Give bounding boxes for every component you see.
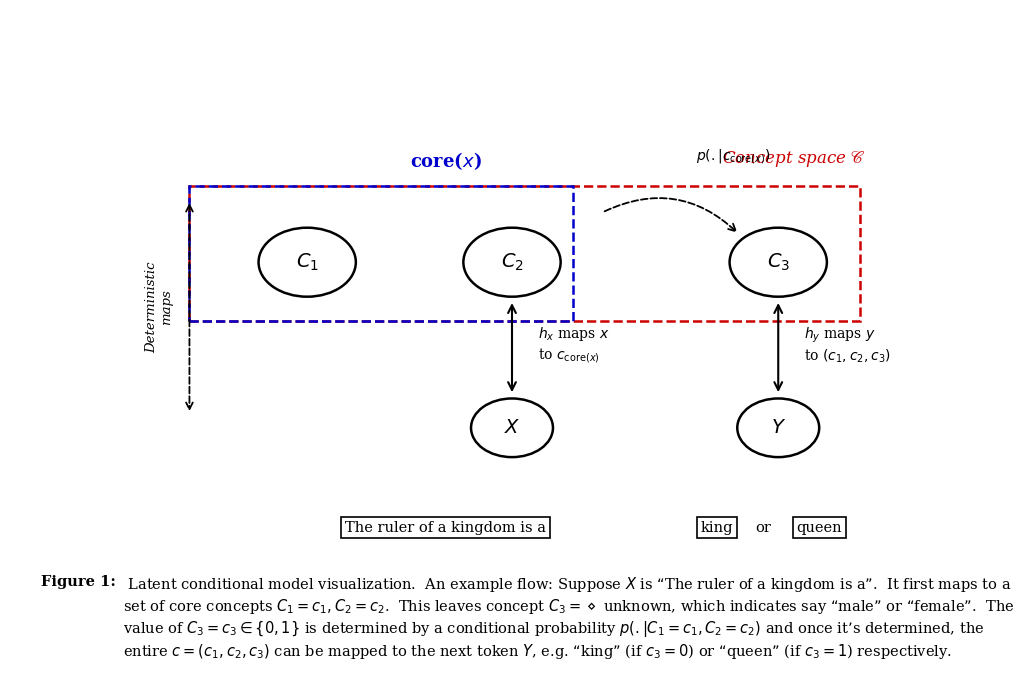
Ellipse shape (463, 228, 561, 297)
Text: $h_x$ maps $x$
to $c_{\mathrm{core}(x)}$: $h_x$ maps $x$ to $c_{\mathrm{core}(x)}$ (538, 325, 609, 365)
Text: $Y$: $Y$ (771, 419, 785, 437)
Text: Deterministic
maps: Deterministic maps (144, 262, 173, 353)
Text: $p(.|c_{\mathrm{core}(x)})$: $p(.|c_{\mathrm{core}(x)})$ (696, 147, 771, 166)
Text: Concept space $\mathscr{C}$: Concept space $\mathscr{C}$ (722, 149, 865, 169)
Text: queen: queen (797, 521, 842, 535)
Text: Latent conditional model visualization.  An example flow: Suppose $X$ is “The ru: Latent conditional model visualization. … (123, 575, 1014, 661)
Bar (189, 186, 860, 321)
Text: $X$: $X$ (504, 419, 520, 437)
FancyArrowPatch shape (508, 305, 516, 390)
Text: $C_3$: $C_3$ (767, 252, 790, 273)
Ellipse shape (471, 399, 553, 457)
Ellipse shape (258, 228, 356, 297)
Text: or: or (755, 521, 771, 535)
Text: The ruler of a kingdom is a: The ruler of a kingdom is a (345, 521, 546, 535)
Text: king: king (700, 521, 733, 535)
Ellipse shape (737, 399, 819, 457)
Text: $C_2$: $C_2$ (501, 252, 523, 273)
Bar (189, 186, 573, 321)
Ellipse shape (729, 228, 827, 297)
FancyArrowPatch shape (186, 205, 193, 409)
FancyArrowPatch shape (774, 305, 782, 390)
Text: $C_1$: $C_1$ (296, 252, 318, 273)
Text: core($x$): core($x$) (410, 150, 481, 172)
FancyArrowPatch shape (604, 198, 736, 231)
Text: Figure 1:: Figure 1: (41, 575, 116, 589)
Text: $h_y$ maps $y$
to $(c_1, c_2, c_3)$: $h_y$ maps $y$ to $(c_1, c_2, c_3)$ (804, 326, 891, 364)
